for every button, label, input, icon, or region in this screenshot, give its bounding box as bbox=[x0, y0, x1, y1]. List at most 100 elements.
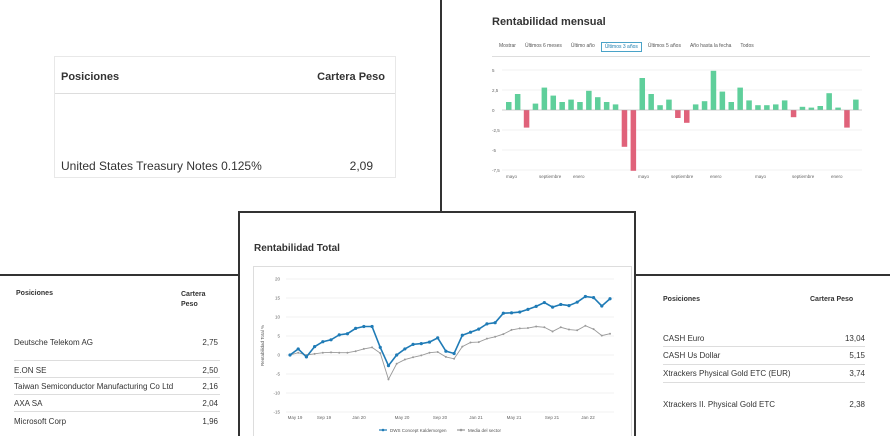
data-point bbox=[354, 350, 357, 353]
y-tick-label: -7,5 bbox=[492, 168, 500, 173]
y-tick-label: 10 bbox=[275, 315, 281, 320]
data-point bbox=[468, 330, 473, 334]
x-tick-label: Sep 20 bbox=[433, 415, 448, 420]
holding-weight: 2,75 bbox=[202, 338, 218, 347]
column-header-positions: Posiciones bbox=[61, 71, 120, 83]
y-tick-label: 5 bbox=[492, 68, 495, 73]
bar bbox=[523, 110, 530, 128]
data-point bbox=[485, 337, 488, 340]
data-point bbox=[592, 328, 595, 331]
bar bbox=[737, 87, 743, 110]
y-tick-label: -15 bbox=[273, 410, 280, 415]
x-tick-label: May 21 bbox=[507, 415, 522, 420]
bar bbox=[764, 105, 770, 110]
table-row: Microsoft Corp 1,96 bbox=[14, 417, 220, 426]
row-divider bbox=[663, 364, 865, 365]
x-tick-label: Sep 21 bbox=[545, 415, 560, 420]
data-point bbox=[428, 351, 431, 354]
bar bbox=[773, 104, 779, 110]
x-tick-label: enero bbox=[831, 174, 843, 179]
data-point bbox=[371, 346, 374, 349]
data-point bbox=[591, 296, 596, 300]
data-point bbox=[461, 345, 464, 348]
data-point bbox=[403, 358, 406, 361]
holding-weight: 13,04 bbox=[844, 334, 865, 343]
data-point bbox=[313, 345, 317, 349]
data-point bbox=[534, 304, 538, 308]
data-point bbox=[338, 351, 341, 354]
holding-name: AXA SA bbox=[14, 399, 43, 408]
data-point bbox=[460, 333, 464, 337]
bar bbox=[577, 102, 583, 110]
period-tab[interactable]: Últimos 6 meses bbox=[524, 43, 562, 49]
bar bbox=[835, 107, 841, 110]
data-point bbox=[330, 351, 333, 354]
bar bbox=[692, 104, 699, 110]
data-point bbox=[297, 351, 300, 354]
data-point bbox=[387, 378, 390, 381]
data-point bbox=[403, 347, 407, 351]
data-point bbox=[329, 338, 333, 342]
x-tick-label: Sep 19 bbox=[317, 415, 332, 420]
holding-weight: 2,38 bbox=[849, 400, 865, 409]
holdings-panel-top-left: Posiciones Cartera Peso United States Tr… bbox=[0, 0, 438, 212]
data-point bbox=[583, 294, 587, 299]
y-tick-label: -10 bbox=[273, 391, 280, 396]
holding-name: E.ON SE bbox=[14, 366, 47, 375]
total-return-frame bbox=[253, 266, 632, 436]
data-point bbox=[501, 311, 505, 315]
data-point bbox=[543, 326, 546, 329]
bar bbox=[755, 105, 761, 110]
y-tick-label: -2,5 bbox=[492, 128, 500, 133]
x-tick-label: mayo bbox=[506, 174, 518, 179]
monthly-returns-title: Rentabilidad mensual bbox=[492, 16, 606, 28]
data-point bbox=[567, 328, 570, 331]
bar bbox=[710, 70, 717, 110]
period-tab[interactable]: Últimos 3 años bbox=[600, 42, 642, 52]
x-tick-label: septiembre bbox=[671, 174, 694, 179]
holdings-table: Posiciones Cartera Peso United States Tr… bbox=[54, 56, 396, 178]
bar bbox=[595, 97, 601, 110]
data-point bbox=[550, 305, 555, 309]
holding-weight: 1,96 bbox=[202, 417, 218, 426]
data-point bbox=[502, 333, 505, 336]
data-point bbox=[313, 352, 316, 355]
data-point bbox=[551, 330, 554, 333]
x-tick-label: Jan 20 bbox=[352, 415, 366, 420]
data-point bbox=[453, 357, 456, 360]
y-tick-label: 0 bbox=[277, 353, 280, 358]
period-tab[interactable]: Todos bbox=[740, 43, 754, 49]
bar bbox=[808, 107, 815, 110]
column-header-positions: Posiciones bbox=[16, 290, 53, 297]
holding-weight: 2,09 bbox=[349, 159, 373, 173]
data-point bbox=[296, 347, 300, 351]
bar bbox=[612, 104, 619, 110]
table-row: CASH Us Dollar 5,15 bbox=[663, 351, 865, 360]
holding-name: Microsoft Corp bbox=[14, 417, 67, 426]
table-row: AXA SA 2,04 bbox=[14, 399, 220, 408]
total-return-panel: Rentabilidad Total 20 15 10 5 0 -5 -10 -15 Renta… bbox=[238, 211, 636, 436]
legend-marker bbox=[381, 428, 385, 432]
data-point bbox=[444, 355, 447, 358]
data-point bbox=[518, 327, 521, 330]
holdings-panel-bottom-right: Posiciones Cartera Peso CASH Euro 13,04 C… bbox=[636, 274, 890, 436]
y-tick-label: 2,5 bbox=[492, 88, 499, 93]
bar bbox=[506, 102, 512, 110]
bar bbox=[675, 110, 681, 118]
data-point bbox=[509, 311, 514, 315]
row-divider bbox=[14, 411, 220, 412]
data-point bbox=[600, 304, 604, 308]
bar bbox=[719, 91, 726, 110]
period-tab[interactable]: Año hasta la fecha bbox=[689, 43, 732, 49]
total-return-chart: 20 15 10 5 0 -5 -10 -15 Rentabilidad Total % May … bbox=[260, 277, 614, 433]
data-point bbox=[386, 364, 391, 368]
bar bbox=[826, 93, 832, 110]
data-point bbox=[354, 326, 358, 330]
period-tab[interactable]: Último año bbox=[570, 43, 595, 49]
period-tab[interactable]: Últimos 5 años bbox=[647, 43, 681, 49]
bar bbox=[657, 105, 663, 110]
bar bbox=[568, 99, 574, 110]
bar bbox=[648, 94, 654, 110]
legend-label: Media del sector bbox=[468, 428, 502, 433]
holding-weight: 2,16 bbox=[202, 382, 218, 391]
